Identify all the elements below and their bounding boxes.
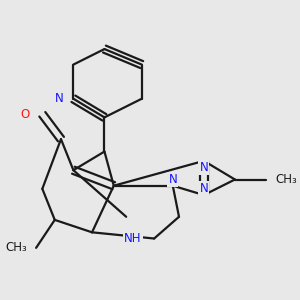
Text: N: N xyxy=(200,182,208,195)
Text: O: O xyxy=(21,108,30,121)
Text: NH: NH xyxy=(124,232,142,245)
Text: CH₃: CH₃ xyxy=(5,241,27,254)
Text: N: N xyxy=(168,173,177,186)
Text: CH₃: CH₃ xyxy=(275,173,297,186)
Text: N: N xyxy=(200,160,208,174)
Text: N: N xyxy=(55,92,64,105)
